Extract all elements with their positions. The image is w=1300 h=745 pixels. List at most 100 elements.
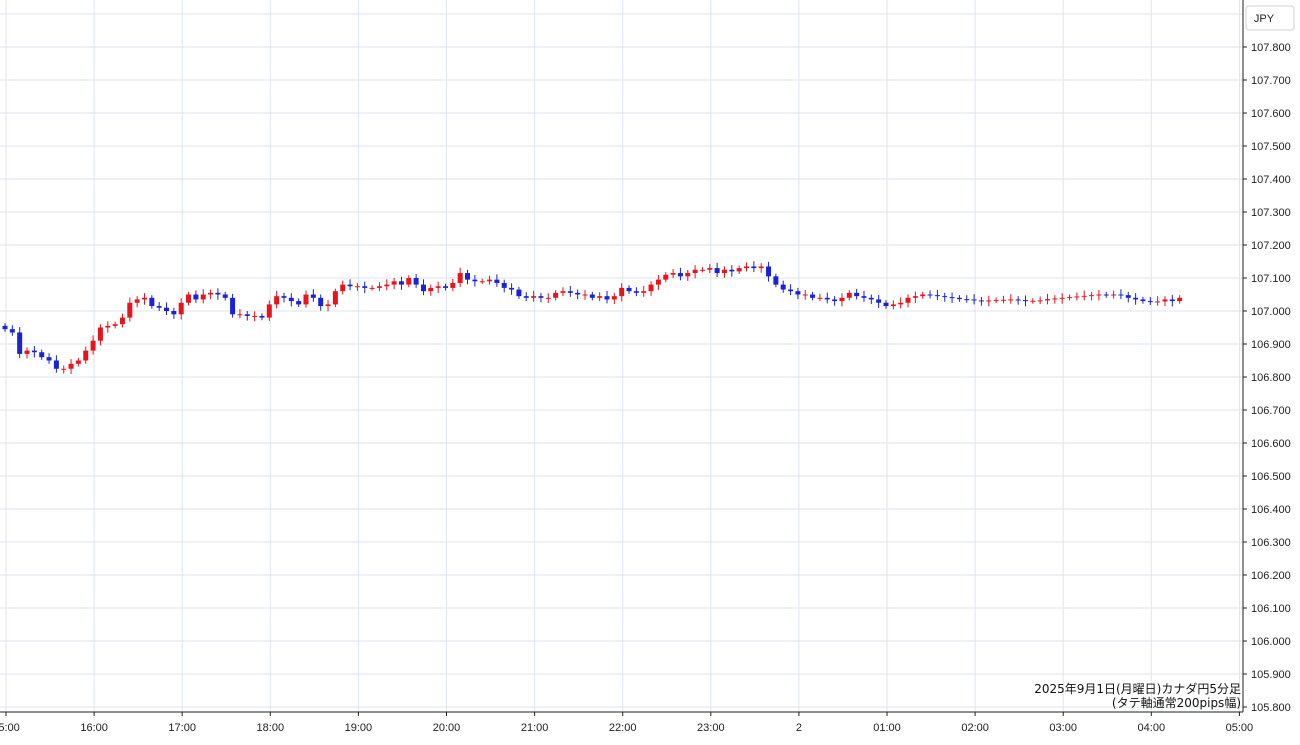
price-axis: 107.800 107.700 107.600 107.500 107.400 107.3… [1243,42,1291,714]
x-tick-label: 18:00 [257,722,285,734]
candle [259,313,265,321]
y-tick-label: 106.800 [1251,372,1291,384]
candle [817,293,823,302]
candle [802,289,808,300]
candle-body [325,304,331,307]
candle-body [156,306,162,308]
candle-body [97,327,103,341]
candle [39,349,45,360]
candle-body [641,291,647,293]
x-tick-label: 05:00 [1226,722,1254,734]
candle-body [1155,301,1161,303]
candle [1022,295,1028,307]
candle [141,293,147,305]
currency-label: JPY [1254,13,1275,25]
candle [589,291,595,301]
candle-body [619,287,625,297]
candle [1118,289,1124,300]
candle-body [46,357,52,361]
candle [567,285,573,297]
candle [1133,293,1139,305]
candle [1140,296,1146,304]
candle-body [538,296,544,298]
candle [699,267,705,273]
candle-body [288,297,294,302]
candle [457,267,463,287]
candle-body [1059,297,1065,299]
candle [494,274,500,287]
x-tick-label: 16:00 [80,722,108,734]
candle-body [318,297,324,307]
x-tick-label: 22:00 [609,722,637,734]
candle [318,294,324,311]
candle [868,294,874,305]
candle-body [1133,297,1139,300]
x-tick-label: 2 [796,722,802,734]
candle [509,283,515,295]
candle-body [898,302,904,305]
candle [369,285,375,291]
candle-body [266,304,272,318]
chart-caption-line1: 2025年9月1日(月曜日)カナダ円5分足 [1034,681,1241,696]
candle [1067,294,1073,301]
candle-body [736,268,742,272]
candle [1000,295,1006,304]
candle-body [1089,295,1095,297]
candle [1147,297,1153,306]
candle [670,269,676,278]
candle-body [90,340,96,351]
x-tick-label: 17:00 [168,722,196,734]
candle-body [978,300,984,302]
candle [898,297,904,309]
candle [406,275,412,288]
candle [75,357,81,367]
candle [83,346,89,364]
candle-body [487,279,493,282]
candle [744,262,750,272]
candle [685,269,691,281]
y-tick-label: 106.100 [1251,603,1291,615]
chart-caption-line2: (タテ軸通常200pips幅) [1112,695,1241,710]
candle [325,299,331,312]
candle-body [589,294,595,298]
candle [31,345,37,358]
candle [266,300,272,321]
candle [611,292,617,305]
candle-body [964,299,970,301]
chart-grid [0,0,1243,712]
candle-body [1162,299,1168,302]
candle-body [75,360,81,364]
candle [758,263,764,273]
candle [575,289,581,300]
candle-body [9,329,15,333]
y-tick-label: 106.300 [1251,537,1291,549]
candle [890,300,896,310]
candle [971,294,977,305]
candle-body [237,314,243,316]
candle [626,285,632,294]
candle [340,280,346,295]
candle [487,275,493,285]
candle-body [186,294,192,303]
candle [545,293,551,304]
candle-body [949,297,955,299]
candle-body [677,273,683,277]
y-tick-label: 105.900 [1251,669,1291,681]
candle [332,288,338,308]
candle [1169,294,1175,307]
candle-body [611,296,617,300]
candle-body [516,289,522,297]
candle-body [354,286,360,288]
candle [780,280,786,293]
candle-body [303,294,309,305]
candle-body [942,296,948,298]
candle [9,325,15,336]
candle [230,293,236,318]
candle-body [663,274,669,280]
candle [788,284,794,296]
candle [1096,289,1102,301]
x-tick-label: 04:00 [1138,722,1166,734]
candle [164,302,170,315]
candle-body [369,287,375,289]
